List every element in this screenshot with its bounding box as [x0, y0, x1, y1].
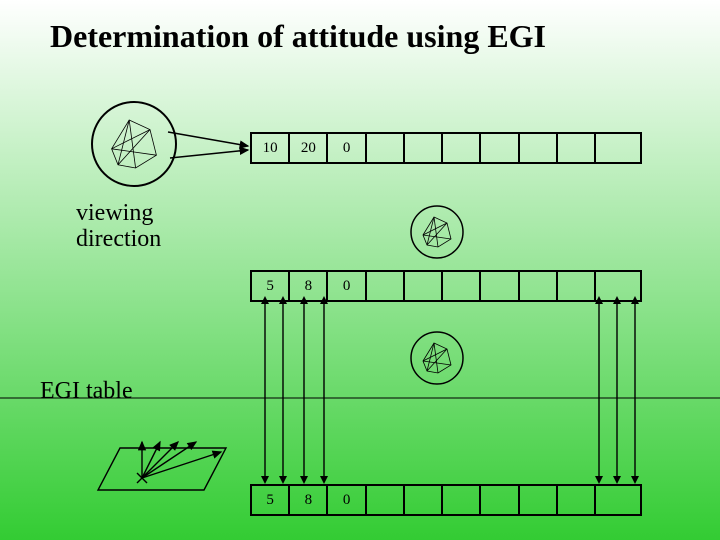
- diagram-canvas: Determination of attitude using EGI view…: [0, 0, 720, 540]
- diagram-overlay: [0, 0, 720, 540]
